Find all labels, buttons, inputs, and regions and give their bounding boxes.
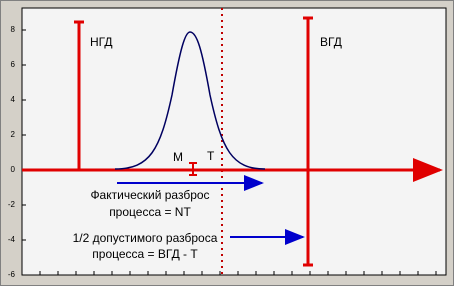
y-tick-label: 8 [11,25,16,34]
y-tick-label: 6 [11,60,16,69]
upper-limit [303,16,313,267]
lower-limit [74,20,84,170]
y-tick-label: 0 [11,165,16,174]
distribution-curve [114,31,266,170]
actual-spread-text: Фактический разброс [90,188,209,202]
mean-marker [189,162,197,176]
allowed-spread-text: процесса = ВГД - T [92,247,198,261]
y-tick-label: 2 [11,130,16,139]
plot-area [21,7,447,276]
upper-limit-label: ВГД [320,35,342,49]
y-tick-label: 4 [11,95,16,104]
y-tick-label: -4 [8,235,16,244]
mean-label: M [173,150,183,164]
target-label: T [207,149,215,163]
lower-limit-label: НГД [90,35,113,49]
y-tick-label: -6 [8,270,16,279]
y-tick-label: -2 [8,200,16,209]
allowed-spread-text: 1/2 допустимого разброса [73,231,218,245]
y-axis: 8 6 4 2 0 -2 -4 -6 [8,25,437,279]
actual-spread-text: процесса = NT [109,205,191,219]
